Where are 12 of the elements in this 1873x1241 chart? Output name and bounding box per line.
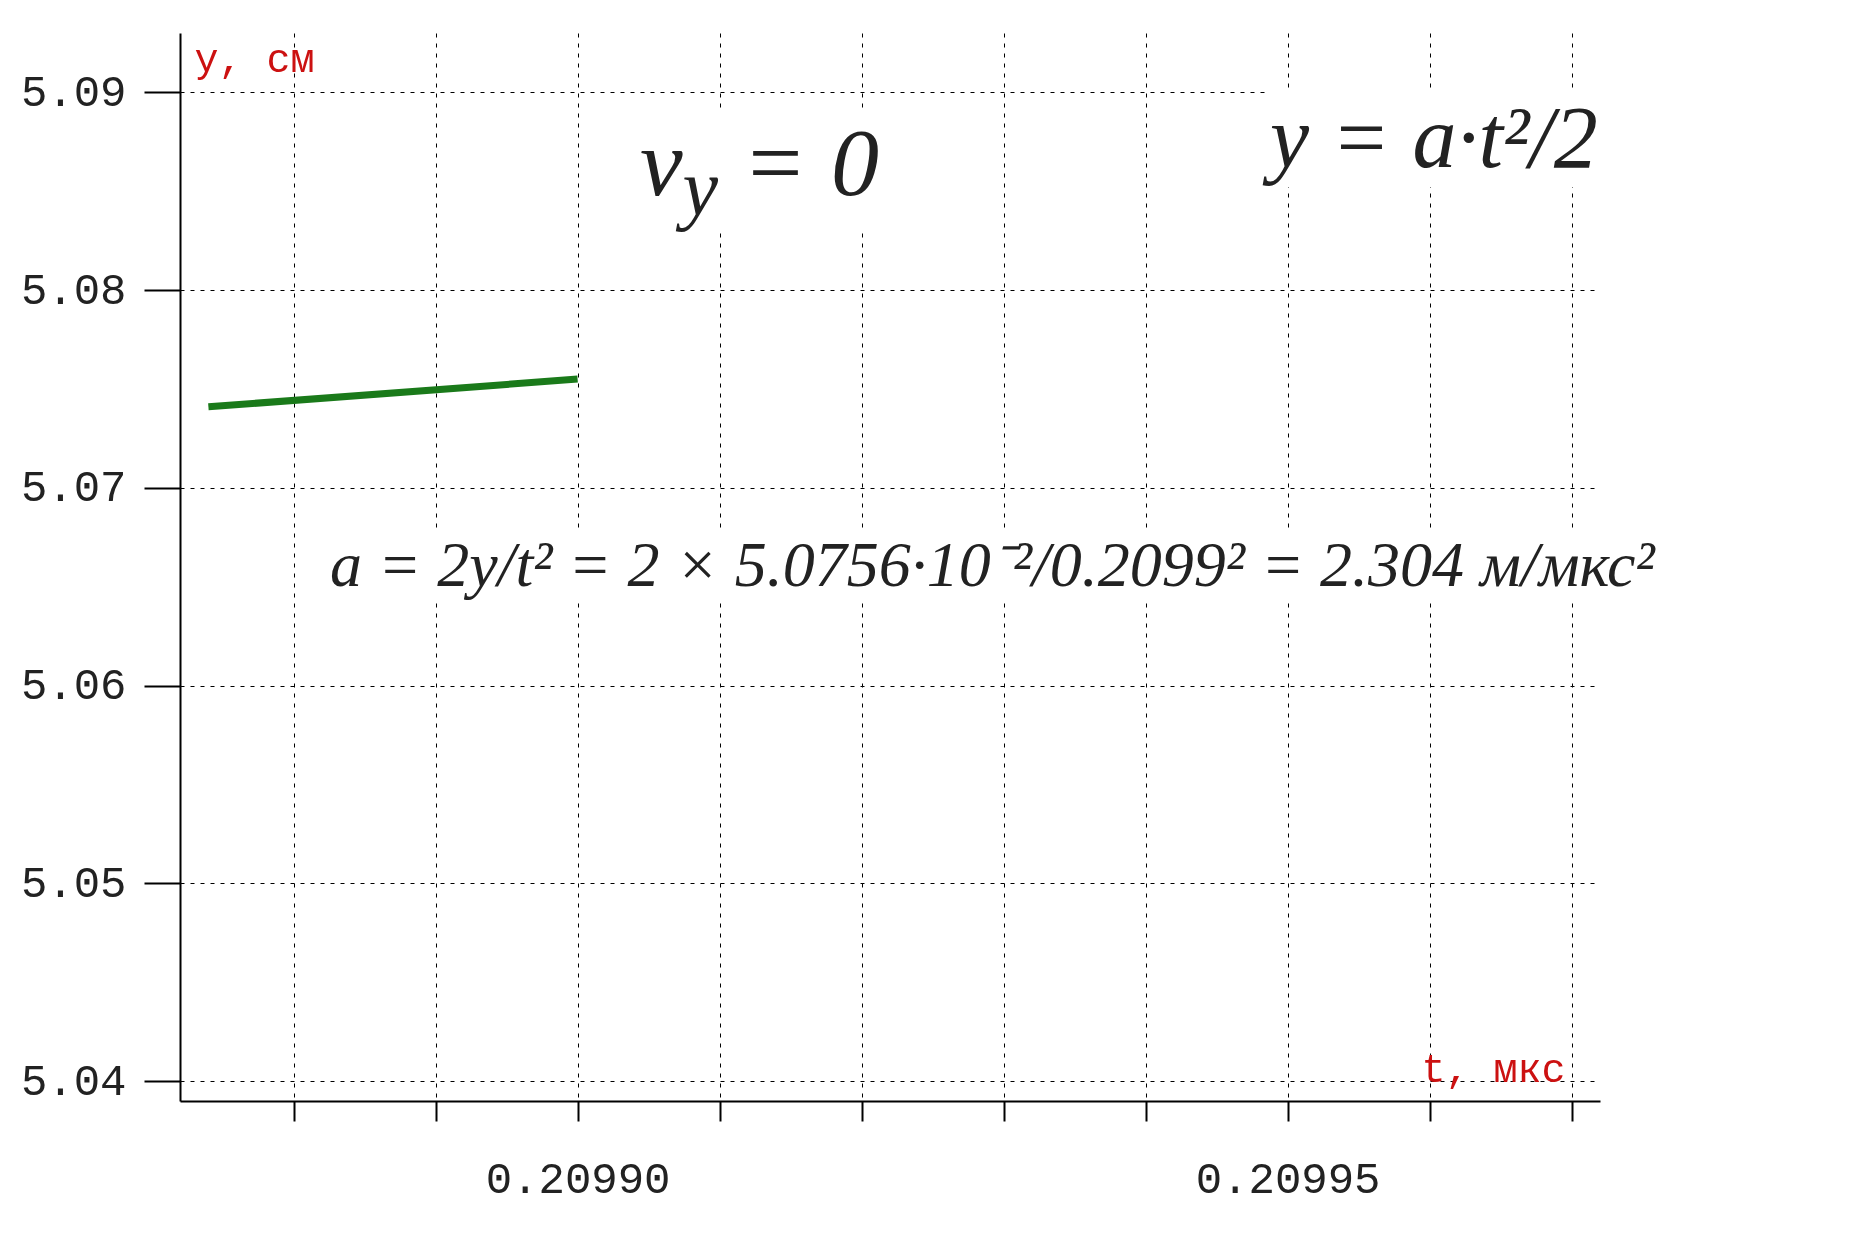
y-tick-label: 5.09 (20, 68, 127, 119)
annotation: v$_{y}$ = 0 (640, 109, 879, 233)
x-tick-label: 0.20995 (1195, 1155, 1381, 1206)
y-tick-label: 5.08 (20, 266, 127, 317)
y-tick-label: 5.04 (20, 1057, 127, 1108)
y-tick-label: 5.07 (20, 464, 127, 515)
y-tick-label: 5.06 (20, 662, 127, 713)
x-tick-label: 0.20990 (485, 1155, 671, 1206)
annotation: a = 2y/t² = 2 × 5.0756·10⁻²/0.2099² = 2.304 м/мкс² (330, 529, 1655, 601)
y-tick-label: 5.05 (20, 859, 127, 910)
y-axis-title: y, см (194, 38, 315, 84)
x-axis-title: t, мкс (1421, 1048, 1566, 1094)
